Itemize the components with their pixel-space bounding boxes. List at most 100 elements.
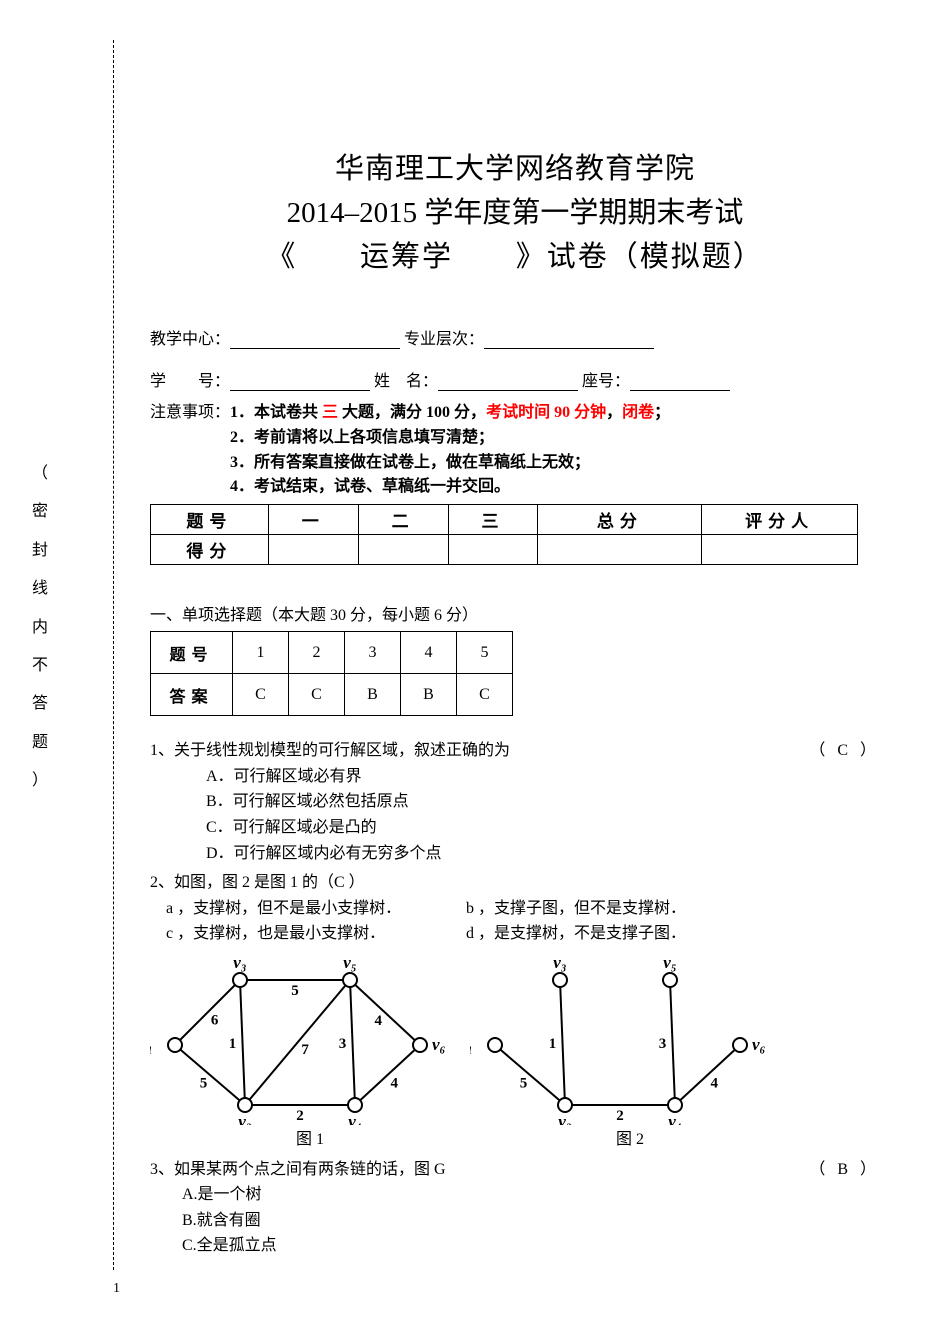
- q3-opt-a: A.是一个树: [182, 1182, 880, 1208]
- q1-opt-d: D．可行解区域内必有无穷多个点: [206, 841, 880, 867]
- q1-opt-c: C．可行解区域必是凸的: [206, 815, 880, 841]
- svg-text:5: 5: [200, 1076, 208, 1092]
- question-1: 1、关于线性规划模型的可行解区域，叙述正确的为 （ C ） A．可行解区域必有界…: [150, 738, 880, 866]
- svg-text:v₂: v₂: [238, 1112, 252, 1125]
- level-blank[interactable]: [484, 331, 654, 349]
- svg-text:4: 4: [374, 1013, 382, 1029]
- mc-a: 答案: [151, 674, 233, 716]
- mc-ans: B: [401, 674, 457, 716]
- paper-title: 《 运筹学 》试卷（模拟题）: [150, 233, 880, 275]
- n1g: ；: [654, 404, 670, 421]
- page-number: 1: [113, 1281, 120, 1297]
- name-blank[interactable]: [438, 373, 578, 391]
- title-prefix: 《: [266, 241, 297, 273]
- mc-h: 题号: [151, 632, 233, 674]
- mc-col: 2: [289, 632, 345, 674]
- svg-text:v₁: v₁: [470, 1035, 473, 1054]
- seat-blank[interactable]: [630, 373, 730, 391]
- score-h3: 二: [358, 505, 448, 535]
- school-title: 华南理工大学网络教育学院: [150, 145, 880, 187]
- score-h2: 一: [268, 505, 358, 535]
- score-cell[interactable]: [358, 535, 448, 565]
- id-label: 学 号：: [150, 373, 230, 390]
- q2-opt-b: b ，支撑子图，但不是支撑树．: [466, 896, 686, 922]
- svg-text:v₁: v₁: [150, 1035, 153, 1054]
- score-cell[interactable]: [268, 535, 358, 565]
- q2-opt-d: d ，是支撑树，不是支撑子图．: [466, 921, 686, 947]
- mc-ans: C: [457, 674, 513, 716]
- notice-line-2: 2．考前请将以上各项信息填写清楚；: [230, 426, 880, 451]
- score-h5: 总分: [538, 505, 702, 535]
- svg-text:v₄: v₄: [668, 1112, 681, 1125]
- n1a: 1．本试卷共: [230, 404, 322, 421]
- seat-label: 座号：: [582, 373, 630, 390]
- mc-answer-table: 题号 1 2 3 4 5 答案 C C B B C: [150, 631, 513, 716]
- score-h1: 题号: [151, 505, 269, 535]
- mc-col: 5: [457, 632, 513, 674]
- score-cell[interactable]: [702, 535, 858, 565]
- n1c: 大题，满分 100 分，: [338, 404, 486, 421]
- svg-text:1: 1: [229, 1036, 237, 1052]
- table-row: 题号 1 2 3 4 5: [151, 632, 513, 674]
- student-info: 教学中心： 专业层次： 学 号： 姓 名： 座号： 注意事项： 1．本试卷共 三…: [150, 325, 880, 500]
- q2-stem: 2、如图，图 2 是图 1 的（C ）: [150, 870, 880, 896]
- svg-text:v₄: v₄: [348, 1112, 361, 1125]
- seal-vertical-text: （密封线内不答题）: [30, 455, 50, 801]
- notice-label: 注意事项：: [150, 401, 230, 500]
- section-1-title: 一、单项选择题（本大题 30 分，每小题 6 分）: [150, 601, 880, 625]
- svg-text:v₆: v₆: [432, 1035, 446, 1054]
- mc-ans: C: [289, 674, 345, 716]
- q3-opt-b: B.就含有圈: [182, 1208, 880, 1234]
- n1e: ，: [606, 404, 622, 421]
- n1f: 闭卷: [622, 404, 654, 421]
- id-blank[interactable]: [230, 373, 370, 391]
- n1d: 考试时间 90 分钟: [486, 404, 606, 421]
- q3-answer: （ B ）: [770, 1157, 880, 1183]
- q1-answer: （ C ）: [770, 738, 880, 764]
- svg-text:2: 2: [296, 1108, 304, 1124]
- q2-opt-c: c ，支撑树，也是最小支撑树．: [166, 921, 466, 947]
- center-label: 教学中心：: [150, 331, 230, 348]
- score-cell[interactable]: [448, 535, 538, 565]
- page-body: 华南理工大学网络教育学院 2014–2015 学年度第一学期期末考试 《 运筹学…: [150, 145, 880, 1259]
- notice-line-1: 1．本试卷共 三 大题，满分 100 分，考试时间 90 分钟，闭卷；: [230, 401, 880, 426]
- name-label: 姓 名：: [374, 373, 438, 390]
- svg-text:1: 1: [549, 1036, 557, 1052]
- svg-text:3: 3: [339, 1036, 347, 1052]
- course-name: 运筹学: [307, 233, 507, 275]
- seal-dashed-line: [113, 40, 114, 1270]
- q1-stem: 1、关于线性规划模型的可行解区域，叙述正确的为: [150, 738, 770, 764]
- level-label: 专业层次：: [404, 331, 484, 348]
- svg-text:v₂: v₂: [558, 1112, 572, 1125]
- mc-col: 3: [345, 632, 401, 674]
- center-blank[interactable]: [230, 331, 400, 349]
- svg-text:v₆: v₆: [752, 1035, 766, 1054]
- svg-text:4: 4: [711, 1075, 719, 1091]
- mc-col: 4: [401, 632, 457, 674]
- n1b: 三: [322, 404, 338, 421]
- title-suffix: 》试卷（模拟题）: [516, 241, 764, 273]
- q2-opt-a: a ，支撑树，但不是最小支撑树．: [166, 896, 466, 922]
- svg-text:v₃: v₃: [553, 955, 567, 972]
- notice-line-4: 4．考试结束，试卷、草稿纸一并交回。: [230, 475, 880, 500]
- svg-text:2: 2: [616, 1108, 624, 1124]
- svg-text:5: 5: [520, 1076, 528, 1092]
- score-h4: 三: [448, 505, 538, 535]
- svg-text:4: 4: [391, 1075, 399, 1091]
- semester-title: 2014–2015 学年度第一学期期末考试: [150, 189, 880, 231]
- notice-line-3: 3．所有答案直接做在试卷上，做在草稿纸上无效；: [230, 451, 880, 476]
- svg-text:6: 6: [211, 1013, 219, 1029]
- score-r1: 得分: [151, 535, 269, 565]
- question-2: 2、如图，图 2 是图 1 的（C ） a ，支撑树，但不是最小支撑树． b ，…: [150, 870, 880, 1152]
- mc-ans: C: [233, 674, 289, 716]
- q1-opt-b: B．可行解区域必然包括原点: [206, 789, 880, 815]
- svg-text:7: 7: [301, 1042, 309, 1058]
- svg-text:v₅: v₅: [663, 955, 677, 972]
- table-row: 得分: [151, 535, 858, 565]
- svg-text:v₅: v₅: [343, 955, 357, 972]
- graph1-caption: 图 1: [180, 1127, 440, 1153]
- q3-opt-c: C.全是孤立点: [182, 1233, 880, 1259]
- table-row: 答案 C C B B C: [151, 674, 513, 716]
- score-h6: 评分人: [702, 505, 858, 535]
- score-cell[interactable]: [538, 535, 702, 565]
